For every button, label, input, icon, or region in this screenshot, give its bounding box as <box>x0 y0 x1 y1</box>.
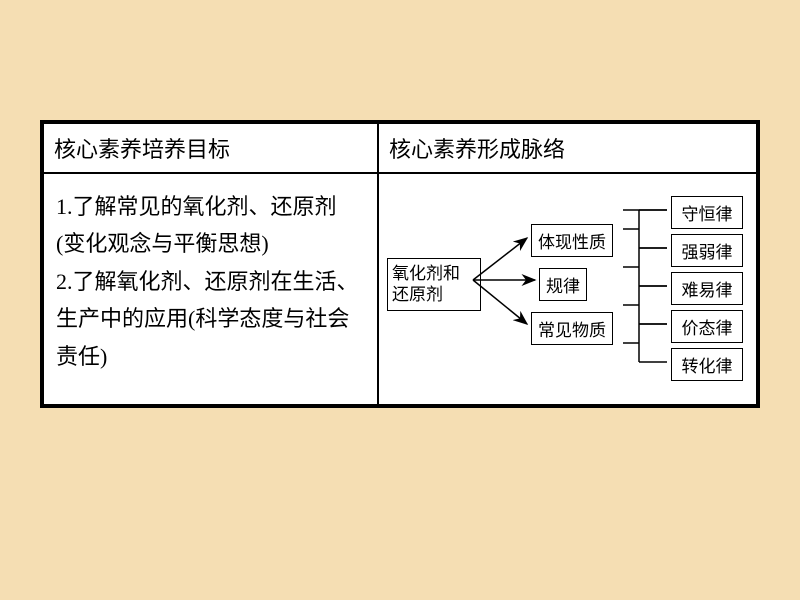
header-left: 核心素养培养目标 <box>44 124 379 172</box>
body-left-text: 1.了解常见的氧化剂、还原剂(变化观念与平衡思想)2.了解氧化剂、还原剂在生活、… <box>44 174 379 404</box>
leaf-node: 转化律 <box>671 348 743 381</box>
leaf-node: 强弱律 <box>671 234 743 267</box>
header-right: 核心素养形成脉络 <box>379 124 756 172</box>
content-table: 核心素养培养目标 核心素养形成脉络 1.了解常见的氧化剂、还原剂(变化观念与平衡… <box>40 120 760 408</box>
table-header-row: 核心素养培养目标 核心素养形成脉络 <box>44 124 756 174</box>
diagram-cell: 氧化剂和还原剂 体现性质规律常见物质 守恒律强弱律难易律价态律转化律 <box>379 174 756 404</box>
table-body-row: 1.了解常见的氧化剂、还原剂(变化观念与平衡思想)2.了解氧化剂、还原剂在生活、… <box>44 174 756 404</box>
root-node: 氧化剂和还原剂 <box>387 258 481 311</box>
leaf-node: 守恒律 <box>671 196 743 229</box>
mid-node: 规律 <box>539 268 587 301</box>
leaf-node: 价态律 <box>671 310 743 343</box>
leaf-node: 难易律 <box>671 272 743 305</box>
mid-node: 常见物质 <box>531 312 613 345</box>
mid-node: 体现性质 <box>531 224 613 257</box>
